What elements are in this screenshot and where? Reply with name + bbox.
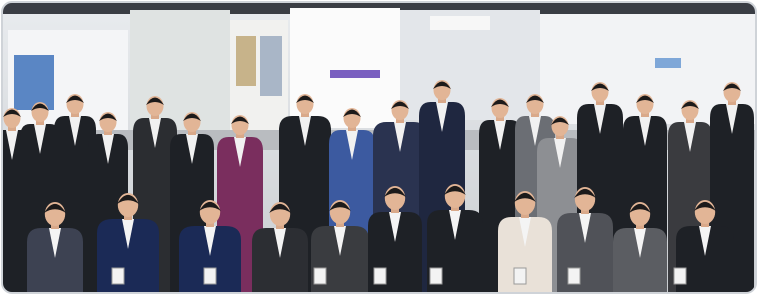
name-badge <box>204 268 216 284</box>
photo-content <box>0 0 758 295</box>
signboard <box>430 16 490 30</box>
name-badge <box>314 268 326 284</box>
name-badge <box>514 268 526 284</box>
page: (() => { const NS = 'http://www.w3.org/2… <box>0 0 758 295</box>
poster <box>260 36 282 96</box>
photo <box>0 0 758 295</box>
name-badge <box>374 268 386 284</box>
name-badge <box>674 268 686 284</box>
sign <box>655 58 681 68</box>
poster <box>236 36 256 86</box>
name-badge <box>112 268 124 284</box>
logo-strip <box>330 70 380 78</box>
name-badge <box>568 268 580 284</box>
name-badge <box>430 268 442 284</box>
booth-poster <box>14 55 54 110</box>
